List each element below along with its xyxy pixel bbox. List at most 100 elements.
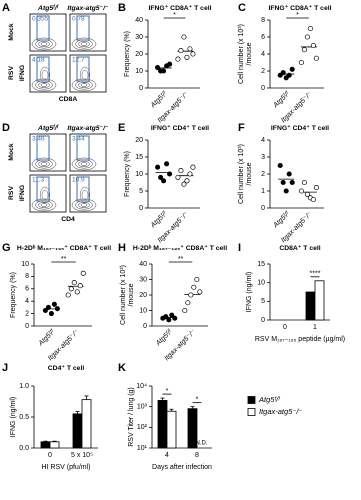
dot <box>298 188 304 194</box>
dot <box>286 171 292 177</box>
panel-label: A <box>2 2 10 14</box>
panel-label: D <box>2 122 10 134</box>
y-tick-label: 6 <box>261 34 265 41</box>
contour <box>80 162 88 166</box>
dot <box>197 289 203 295</box>
y-axis-label: RSV Titer / lung (g) <box>128 387 135 447</box>
dot <box>175 56 181 62</box>
panel-label: F <box>238 122 245 134</box>
gate-value: 0.78 <box>72 16 85 23</box>
contour <box>78 161 90 167</box>
x-tick-label: Atg5ᶠ/ᶠ <box>149 90 169 110</box>
dot <box>178 168 184 174</box>
dot <box>301 47 307 53</box>
dot <box>280 70 286 76</box>
contour <box>41 69 49 81</box>
dot <box>167 61 173 67</box>
column-header: Atg5ᶠ/ᶠ <box>37 5 59 12</box>
y-tick-label: 1 <box>261 188 265 195</box>
bar <box>40 441 51 449</box>
dot <box>161 178 167 184</box>
panel-title: IFNG⁺ CD4⁺ T cell <box>271 125 329 132</box>
dot <box>181 181 187 187</box>
x-tick-label: 1 <box>313 324 317 331</box>
dot <box>187 46 193 52</box>
y-tick-label: 0 <box>25 323 29 330</box>
dot <box>185 300 191 306</box>
y-tick-label: 4 <box>261 51 265 58</box>
gate <box>36 135 50 161</box>
bar <box>314 280 325 321</box>
dot <box>163 314 169 320</box>
dot <box>310 42 316 49</box>
dot <box>181 34 187 40</box>
x-axis-label: Days after infection <box>152 464 212 471</box>
y-tick-label: 2 <box>25 310 29 317</box>
contour <box>39 66 51 84</box>
x-axis-label: RSV M₁₈₇₋₁₉₅ peptide (µg/ml) <box>255 336 345 343</box>
dot <box>74 289 80 295</box>
contour <box>40 42 48 46</box>
x-tick-label: 8 <box>195 452 199 459</box>
contour <box>39 186 51 204</box>
y-axis-label: IFNG (ng/ml) <box>10 397 17 437</box>
contour <box>38 82 50 88</box>
panel-title: H-2Dᵇ M₁₈₇₋₁₉₅⁺ CD8A⁺ T cell <box>133 245 227 252</box>
y-tick-label: 15 <box>257 261 265 268</box>
x-tick-label: Atg5ᶠ/ᶠ <box>149 210 169 230</box>
dot <box>169 312 175 318</box>
x-tick-label: Atg5ᶠ/ᶠ <box>37 328 57 348</box>
contour <box>71 198 97 212</box>
y-tick-label: 10⁴ <box>136 383 147 390</box>
row-label: Mock <box>8 143 15 161</box>
contour <box>79 186 91 204</box>
x-axis-label: HI RSV (pfu/ml) <box>41 464 90 471</box>
dot <box>307 25 313 32</box>
significance: * <box>196 397 199 404</box>
dot <box>175 174 181 180</box>
dot <box>65 292 71 298</box>
panel-label: B <box>118 2 126 14</box>
x-tick-label: Atg5ᶠ/ᶠ <box>272 210 292 230</box>
significance: ** <box>61 256 67 263</box>
dot <box>166 317 172 323</box>
gate <box>76 135 90 161</box>
dot <box>187 171 193 177</box>
dot <box>164 161 170 167</box>
dot <box>178 48 184 54</box>
panel-label: C <box>238 2 246 14</box>
dot <box>304 191 310 197</box>
column-header: Itgax-atg5⁻/⁻ <box>67 5 109 12</box>
x-tick-label: 0 <box>48 452 52 459</box>
contour <box>80 83 88 87</box>
y-tick-label: 0 <box>261 317 265 324</box>
y-tick-label: 2 <box>261 68 265 75</box>
dot <box>45 304 51 310</box>
y-tick-label: 30 <box>135 34 143 41</box>
dot <box>167 171 173 177</box>
y-tick-label: 10² <box>137 424 148 431</box>
dot <box>68 286 74 292</box>
y-axis-label: IFNG <box>19 185 26 201</box>
y-tick-label: 0 <box>139 85 143 92</box>
panel-label: I <box>238 242 241 254</box>
dot <box>283 188 289 194</box>
y-tick-label: 1.0 <box>19 383 29 390</box>
y-tick-label: 0 <box>261 85 265 92</box>
dot <box>51 301 57 307</box>
x-tick-label: Atg5ᶠ/ᶠ <box>272 90 292 110</box>
dot <box>194 276 200 283</box>
dot <box>80 270 86 276</box>
y-tick-label: 8 <box>25 273 29 280</box>
nd-label: N.D. <box>196 441 208 447</box>
panel-label: E <box>118 122 125 134</box>
gate <box>36 56 50 82</box>
contour <box>80 42 88 46</box>
y-axis-label: Cell number (x 10³) <box>238 24 245 84</box>
y-tick-label: 10 <box>135 68 143 75</box>
gate-value: 0.355 <box>32 16 49 23</box>
gate <box>36 176 50 202</box>
contour <box>31 198 57 212</box>
gate-value: 3.44 <box>72 136 85 143</box>
contour <box>31 37 57 51</box>
